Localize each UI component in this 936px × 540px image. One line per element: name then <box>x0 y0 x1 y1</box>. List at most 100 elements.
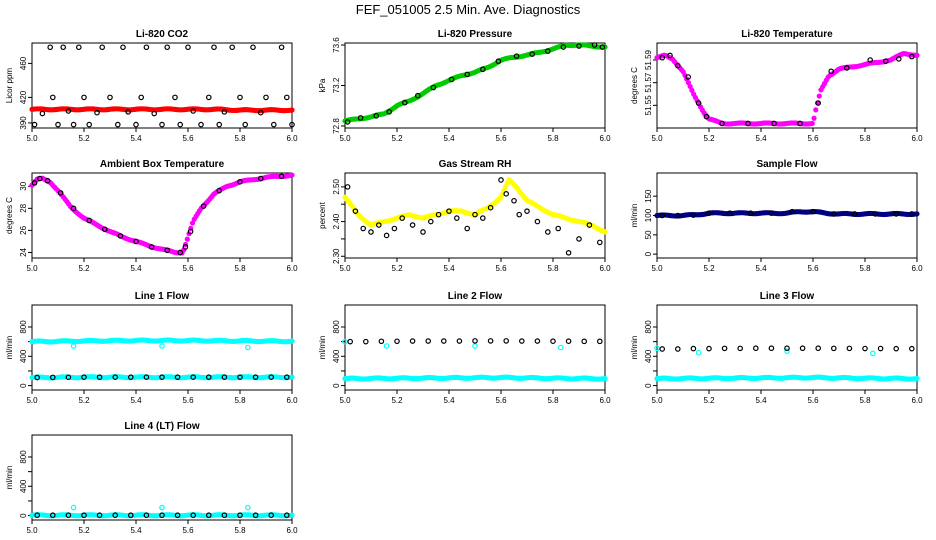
x-tick-label: 5.2 <box>703 264 715 273</box>
data-point <box>695 349 702 356</box>
data-point <box>440 338 447 344</box>
data-point <box>721 345 728 352</box>
y-tick-label: 0 <box>644 251 653 256</box>
y-axis-label: ml/min <box>630 204 639 228</box>
data-point <box>893 345 900 352</box>
data-point <box>190 108 197 114</box>
data-point <box>591 42 598 48</box>
data-point <box>674 212 681 219</box>
data-point <box>151 110 158 117</box>
data-point <box>811 115 817 121</box>
x-tick-label: 5.8 <box>547 134 559 143</box>
series-2-5-min-avg <box>29 172 295 256</box>
chart-sample_flow: Sample Flow 0 50 100 150 ml/min 5.0 5.2 5.4 5.6 5.… <box>630 159 923 273</box>
x-tick-label: 5.0 <box>651 396 663 405</box>
data-point <box>908 53 915 60</box>
data-point <box>283 512 290 519</box>
x-tick-label: 5.0 <box>26 526 38 535</box>
data-point <box>221 374 228 380</box>
data-point <box>659 346 666 352</box>
data-point <box>882 58 889 64</box>
data-point <box>278 173 285 180</box>
x-tick-label: 5.8 <box>234 526 246 535</box>
data-point <box>908 211 915 217</box>
data-point <box>263 94 269 101</box>
data-point <box>487 338 494 344</box>
data-point <box>843 65 850 71</box>
data-point <box>368 229 374 235</box>
chart-co2: Li-820 CO2 390 420 460 Licor ppm 5.0 5.2 5.4 5.6… <box>5 29 298 143</box>
x-tick-label: 5.4 <box>755 134 767 143</box>
plot-frame <box>31 434 293 521</box>
figure-title: FEF_051005 2.5 Min. Ave. Diagnostics <box>355 2 581 17</box>
data-point <box>70 343 77 349</box>
data-point <box>159 512 165 519</box>
data-point <box>289 172 295 178</box>
y-tick-label: 800 <box>19 450 28 464</box>
data-point <box>544 48 551 54</box>
data-point <box>112 512 119 519</box>
y-tick-label: 420 <box>19 90 28 104</box>
data-point <box>375 222 382 228</box>
data-point <box>270 121 277 128</box>
data-point <box>237 94 243 101</box>
data-point <box>544 229 551 235</box>
data-point <box>148 244 155 250</box>
data-point <box>448 76 455 83</box>
data-point <box>143 512 150 519</box>
y-tick-label: 26 <box>19 225 28 234</box>
y-axis-label: ml/min <box>5 336 14 360</box>
x-tick-label: 5.8 <box>859 134 871 143</box>
data-point <box>65 108 72 114</box>
data-point <box>257 175 264 182</box>
data-point <box>867 57 874 63</box>
data-point <box>143 44 150 51</box>
data-point <box>221 109 228 115</box>
data-point <box>659 212 666 219</box>
x-tick-label: 6.0 <box>911 134 923 143</box>
data-point <box>128 512 134 519</box>
data-point <box>654 345 660 352</box>
y-axis-label: percent <box>318 201 327 228</box>
data-point <box>190 512 197 519</box>
data-point <box>57 190 64 196</box>
data-point <box>674 62 681 69</box>
data-point <box>65 374 72 381</box>
x-tick-label: 5.8 <box>859 264 871 273</box>
x-tick-label: 5.2 <box>391 134 403 143</box>
x-tick-label: 5.0 <box>339 134 351 143</box>
data-point <box>503 191 510 197</box>
y-tick-label: 2.30 <box>332 248 341 264</box>
data-point <box>94 109 100 116</box>
x-tick-label: 5.4 <box>755 396 767 405</box>
x-tick-label: 5.6 <box>182 526 194 535</box>
data-point <box>747 210 754 216</box>
data-point <box>784 348 790 354</box>
data-point <box>39 110 46 117</box>
x-tick-label: 5.4 <box>443 134 455 143</box>
x-tick-label: 6.0 <box>911 396 923 405</box>
chart-title: Line 2 Flow <box>448 291 503 302</box>
y-tick-label: 51.57 <box>644 72 653 93</box>
data-point <box>342 338 348 345</box>
series-samples <box>34 512 290 519</box>
x-tick-label: 5.2 <box>391 396 403 405</box>
data-point <box>362 338 369 345</box>
chart-line4: Line 4 (LT) Flow 0 400 800 ml/min 5.0 5.2 5.4 5.… <box>5 421 298 535</box>
x-tick-label: 5.4 <box>755 264 767 273</box>
y-tick-label: 400 <box>644 349 653 363</box>
y-tick-label: 2.50 <box>332 179 341 195</box>
data-point <box>49 374 56 381</box>
data-point <box>524 208 530 214</box>
series-2-5-min-avg <box>654 50 920 127</box>
data-point <box>427 218 434 225</box>
x-tick-label: 5.8 <box>234 264 246 273</box>
data-point <box>602 229 608 235</box>
y-tick-label: 0 <box>19 513 28 518</box>
y-tick-label: 28 <box>19 203 28 212</box>
data-point <box>599 44 606 50</box>
y-tick-label: 30 <box>19 181 28 190</box>
data-point <box>453 215 460 221</box>
data-point <box>102 226 108 233</box>
